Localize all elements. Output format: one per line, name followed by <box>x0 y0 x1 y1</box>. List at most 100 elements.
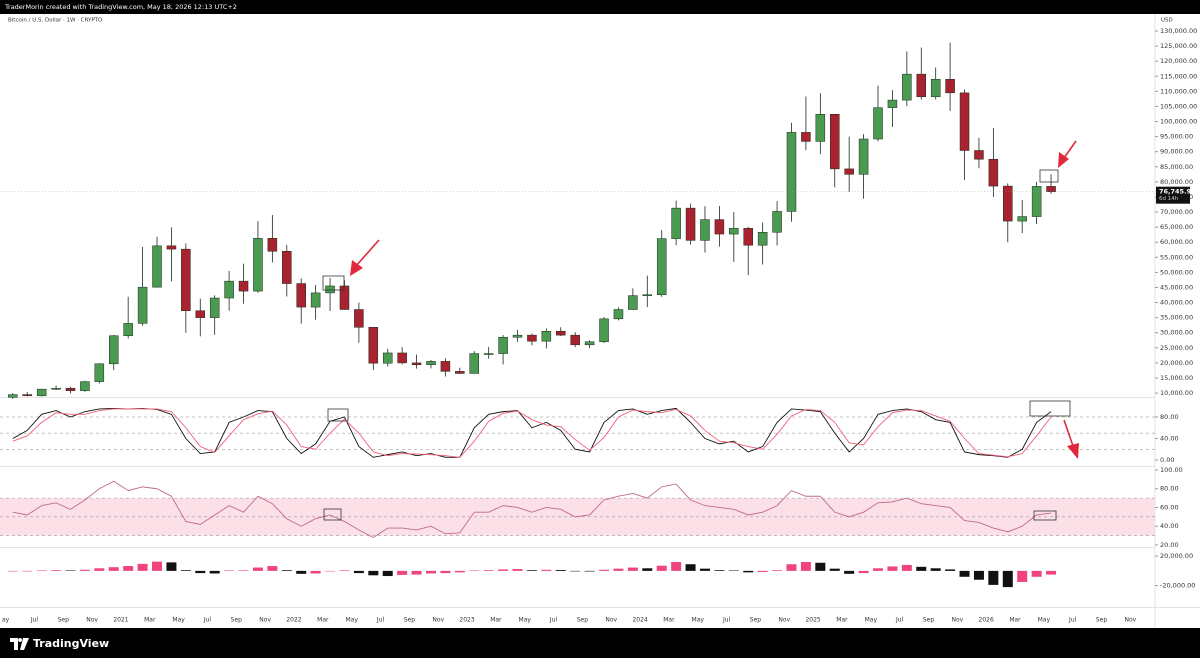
candle-body <box>267 238 278 252</box>
candle-body <box>729 228 739 235</box>
histogram-bar <box>51 570 62 571</box>
histogram-bar <box>613 568 624 571</box>
candle-body <box>8 394 18 398</box>
candle-body <box>671 207 681 239</box>
histogram-bar <box>945 569 956 571</box>
candle-body <box>656 238 667 295</box>
x-tick-label: Mar <box>1009 617 1021 624</box>
histogram-bar <box>714 570 725 571</box>
candle-body <box>94 363 105 382</box>
candle-body <box>296 283 306 308</box>
arrow <box>1063 140 1077 159</box>
histogram-bar <box>152 561 163 571</box>
histogram-bar <box>786 564 797 571</box>
candle-body <box>1031 186 1042 217</box>
x-tick-label: Nov <box>1125 617 1137 624</box>
header-text: TraderMorin created with TradingView.com… <box>4 3 237 11</box>
x-tick-label: Jul <box>549 617 558 624</box>
histogram-bar <box>887 566 898 571</box>
x-tick-label: Sep <box>1096 617 1108 624</box>
histogram-bar <box>512 569 523 571</box>
candle-body <box>873 107 883 140</box>
y-tick-label: 65,000.00 <box>1160 223 1193 231</box>
histogram-bar <box>642 568 653 571</box>
histogram-bar <box>916 566 927 571</box>
histogram-bar <box>555 569 566 571</box>
histogram-bar <box>844 570 855 574</box>
histogram-bar <box>1002 570 1013 588</box>
x-tick-label: Jul <box>30 617 39 624</box>
candle-body <box>80 381 90 391</box>
histogram-bar <box>498 569 509 571</box>
x-tick-label: Mar <box>836 617 848 624</box>
x-tick-label: Mar <box>663 617 675 624</box>
x-tick-label: Sep <box>923 617 935 624</box>
x-tick-label: Sep <box>58 617 70 624</box>
x-tick-label: Sep <box>577 617 589 624</box>
candle-body <box>339 285 350 310</box>
candle-body <box>483 353 494 355</box>
x-tick-label: May <box>865 617 878 624</box>
histogram-bar <box>22 570 33 572</box>
candle-body <box>830 114 840 170</box>
histogram-bar <box>800 562 811 571</box>
candle-body <box>51 387 61 390</box>
histogram-bar <box>815 562 826 571</box>
x-tick-label: Jul <box>722 617 731 624</box>
indicator-line <box>12 480 1052 538</box>
candle-body <box>527 334 537 342</box>
x-tick-label: 2024 <box>632 617 647 624</box>
x-tick-label: 2021 <box>113 617 128 624</box>
candle-body <box>397 352 407 364</box>
histogram-bar <box>772 570 783 571</box>
candle-body <box>642 294 653 296</box>
candle-body <box>1046 186 1056 192</box>
candle-body <box>599 318 609 343</box>
histogram-bar <box>267 566 278 571</box>
y-tick-label: 50,000.00 <box>1160 268 1193 276</box>
y-tick-label: 80.00 <box>1160 485 1179 493</box>
plot-layer: 10,000.00 15,000.00 20,000.00 25,000.00 30,0… <box>0 27 1197 624</box>
candle-body <box>988 158 999 187</box>
candle-body <box>166 245 177 250</box>
y-tick-label: 80.00 <box>1160 413 1179 421</box>
highlight-box <box>327 408 349 422</box>
candle-body <box>310 292 321 308</box>
histogram-bar <box>325 570 336 572</box>
histogram-bar <box>180 570 191 571</box>
histogram-bar <box>397 570 408 575</box>
histogram-bar <box>757 570 768 572</box>
histogram-bar <box>570 570 581 572</box>
candle-body <box>916 73 927 98</box>
candle-body <box>887 99 898 108</box>
histogram-bar <box>382 570 393 577</box>
y-tick-label: 25,000.00 <box>1160 344 1193 352</box>
candle-body <box>1003 185 1013 222</box>
arrow-head <box>350 260 363 276</box>
x-tick-label: Mar <box>490 617 502 624</box>
candle-body <box>959 92 970 151</box>
candle-body <box>858 138 869 175</box>
histogram-bar <box>123 566 134 571</box>
candle-body <box>65 387 76 391</box>
histogram-bar <box>209 570 220 574</box>
histogram-bar <box>541 569 552 571</box>
y-tick-label: 85,000.00 <box>1160 163 1193 171</box>
histogram-bar <box>454 570 465 573</box>
y-tick-label: 90,000.00 <box>1160 148 1193 156</box>
y-tick-label: 35,000.00 <box>1160 314 1193 322</box>
highlight-box <box>1029 400 1071 417</box>
y-tick-label: 45,000.00 <box>1160 283 1193 291</box>
y-tick-label: 40.00 <box>1160 435 1179 443</box>
bottom-bar <box>0 628 1200 658</box>
candle-body <box>613 309 624 320</box>
histogram-bar <box>440 570 451 574</box>
x-tick-label: Jul <box>203 617 212 624</box>
histogram-bar <box>584 570 595 572</box>
histogram-bar <box>224 570 235 572</box>
candle-body <box>714 219 725 235</box>
candle-body <box>22 394 32 397</box>
candle-body <box>440 361 451 372</box>
y-tick-label: 40.00 <box>1160 522 1179 530</box>
